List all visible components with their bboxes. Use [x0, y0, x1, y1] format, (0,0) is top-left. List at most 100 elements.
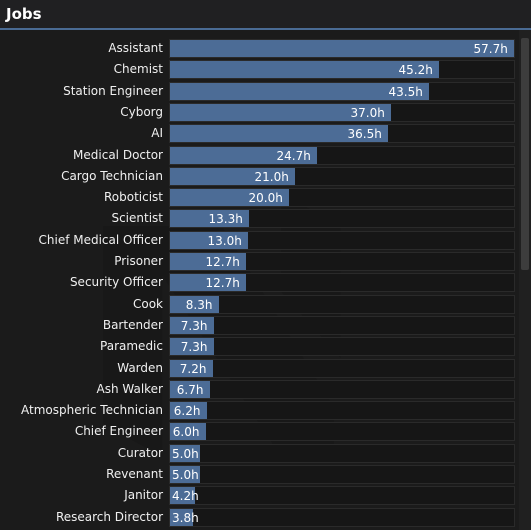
job-bar — [170, 210, 249, 228]
job-row: Revenant 5.0h — [0, 465, 519, 484]
job-bar — [170, 295, 219, 313]
job-bar — [170, 125, 388, 143]
job-value-label: 43.5h — [388, 84, 423, 99]
job-bar — [170, 189, 289, 207]
job-bar — [170, 61, 439, 79]
job-label: Security Officer — [69, 275, 163, 290]
job-bar-track: 7.2h — [169, 358, 515, 378]
job-bar-track: 7.3h — [169, 337, 515, 357]
job-value-label: 20.0h — [248, 191, 283, 206]
job-value-label: 5.0h — [172, 468, 199, 482]
job-bar-track: 6.7h — [169, 379, 515, 399]
job-bar — [170, 423, 206, 441]
job-label: Ash Walker — [96, 381, 163, 396]
job-value-label: 13.3h — [208, 212, 243, 227]
job-label: Medical Doctor — [73, 147, 163, 162]
job-label: Scientist — [111, 211, 163, 226]
job-value-label: 6.7h — [176, 382, 204, 397]
job-label: Chief Medical Officer — [38, 232, 164, 247]
job-row: Chief Medical Officer 13.0h — [0, 230, 519, 250]
job-bar — [170, 359, 213, 377]
job-row: Scientist 13.3h — [0, 209, 519, 229]
scrollbar-thumb[interactable] — [521, 38, 529, 270]
job-row: Atmospheric Technician 6.2h — [0, 401, 519, 421]
job-bar-track: 20.0h — [169, 188, 515, 208]
job-bar — [170, 338, 214, 356]
job-bar — [170, 253, 246, 270]
job-label: Research Director — [55, 509, 163, 524]
job-bar — [170, 508, 193, 526]
job-value-label: 8.3h — [185, 297, 213, 312]
job-bar-track: 37.0h — [169, 102, 515, 122]
scrollbar[interactable] — [519, 30, 531, 530]
jobs-title: Jobs — [6, 5, 42, 23]
job-value-label: 4.2h — [172, 489, 199, 504]
job-value-label: 36.5h — [347, 127, 382, 142]
job-label: Cyborg — [120, 104, 163, 119]
jobs-header: Jobs — [0, 0, 531, 30]
job-bar — [170, 274, 246, 292]
job-value-label: 7.3h — [180, 340, 208, 355]
job-value-label: 3.8h — [172, 510, 199, 525]
job-bar-track: 45.2h — [169, 60, 515, 80]
job-bar-track: 12.7h — [169, 252, 515, 271]
job-bar — [170, 316, 214, 334]
job-bar — [170, 231, 248, 249]
job-bar — [170, 82, 429, 100]
job-label: Cook — [132, 296, 163, 311]
job-bar — [170, 103, 391, 121]
job-bar-track: 57.7h — [169, 39, 515, 58]
job-row: Prisoner 12.7h — [0, 252, 519, 271]
job-bar-track: 12.7h — [169, 273, 515, 293]
job-label: Bartender — [102, 317, 163, 332]
job-bar — [170, 402, 207, 420]
job-value-label: 12.7h — [205, 255, 240, 269]
job-label: Chemist — [113, 62, 163, 77]
job-bar-track: 6.0h — [169, 422, 515, 442]
job-row: Paramedic 7.3h — [0, 337, 519, 357]
job-label: Roboticist — [103, 190, 163, 205]
job-row: Cyborg 37.0h — [0, 102, 519, 122]
job-row: Bartender 7.3h — [0, 315, 519, 335]
job-row: Ash Walker 6.7h — [0, 379, 519, 399]
job-row: Chemist 45.2h — [0, 60, 519, 80]
job-bar — [170, 167, 295, 185]
job-row: Janitor 4.2h — [0, 486, 519, 506]
job-label: Paramedic — [100, 339, 163, 354]
job-value-label: 6.2h — [173, 404, 201, 419]
job-row: Station Engineer 43.5h — [0, 81, 519, 101]
job-row: AI 36.5h — [0, 124, 519, 144]
job-bar — [170, 444, 200, 462]
job-value-label: 12.7h — [205, 276, 240, 291]
job-label: Assistant — [108, 41, 163, 55]
job-value-label: 37.0h — [350, 105, 385, 120]
job-label: Revenant — [106, 467, 163, 481]
job-label: Prisoner — [114, 254, 163, 268]
job-bar-track: 43.5h — [169, 81, 515, 101]
job-bar — [170, 40, 514, 57]
job-row: Medical Doctor 24.7h — [0, 145, 519, 165]
job-label: Atmospheric Technician — [21, 403, 163, 418]
job-bar-track: 5.0h — [169, 465, 515, 484]
job-bar — [170, 466, 200, 483]
job-value-label: 21.0h — [254, 169, 289, 184]
job-value-label: 13.0h — [207, 233, 242, 248]
job-label: Curator — [117, 445, 163, 460]
job-bar — [170, 380, 210, 398]
job-row: Cook 8.3h — [0, 294, 519, 314]
job-row: Assistant 57.7h — [0, 39, 519, 58]
job-value-label: 7.3h — [180, 318, 208, 333]
job-label: AI — [151, 126, 163, 141]
job-value-label: 7.2h — [179, 361, 207, 376]
job-bar — [170, 146, 317, 164]
job-value-label: 6.0h — [172, 425, 200, 440]
job-bar-track: 6.2h — [169, 401, 515, 421]
job-bar-track: 8.3h — [169, 294, 515, 314]
job-row: Research Director 3.8h — [0, 507, 519, 527]
job-row: Warden 7.2h — [0, 358, 519, 378]
job-bar-track: 7.3h — [169, 315, 515, 335]
job-bar-track: 3.8h — [169, 507, 515, 527]
job-label: Cargo Technician — [61, 168, 163, 183]
job-label: Chief Engineer — [74, 424, 163, 439]
job-bar-track: 5.0h — [169, 443, 515, 463]
